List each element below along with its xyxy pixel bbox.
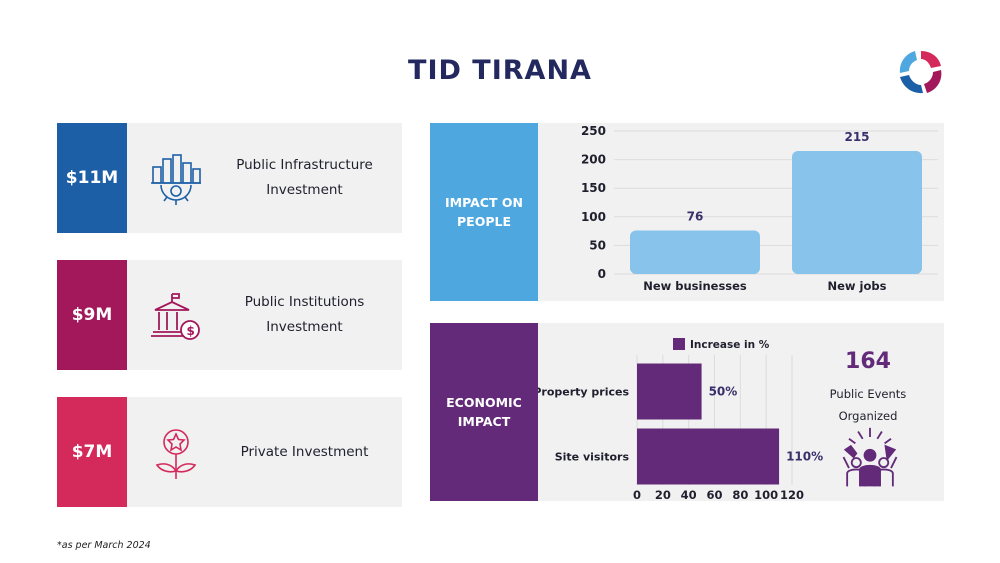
events-count: 164	[845, 349, 891, 374]
footnote: *as per March 2024	[57, 540, 151, 551]
y-category-label: Property prices	[538, 386, 629, 399]
government-building-money-icon: $	[151, 293, 200, 340]
flower-star-icon	[155, 429, 197, 479]
celebrating-crowd-icon	[842, 427, 898, 487]
bar	[792, 151, 922, 274]
events-label: Public Events Organized	[829, 387, 907, 423]
y-tick-label: 150	[581, 181, 606, 195]
x-tick-label: 80	[732, 488, 748, 501]
economic-impact-panel: ECONOMIC IMPACT 0 20 40 60 80 100 120 Increase …	[430, 323, 944, 501]
x-category-label: New jobs	[828, 279, 887, 293]
investment-label: Public Institutions Investment	[244, 294, 365, 335]
investment-card-infrastructure: $11M Public Infrastructure Investment	[57, 123, 402, 233]
investment-card-institutions: $9M $ Public Institutions Investment	[57, 260, 402, 370]
y-tick-label: 250	[581, 124, 606, 138]
x-tick-label: 120	[780, 488, 804, 501]
investment-amount: $11M	[57, 123, 127, 233]
city-gear-icon	[151, 154, 201, 205]
y-category-label: Site visitors	[555, 451, 630, 464]
investment-amount: $7M	[57, 397, 127, 507]
data-label: 110%	[786, 450, 823, 464]
y-tick-label: 200	[581, 153, 606, 167]
impact-people-label: IMPACT ON PEOPLE	[430, 123, 538, 301]
x-tick-label: 20	[655, 488, 671, 501]
y-tick-label: 100	[581, 210, 606, 224]
brand-logo-icon	[899, 51, 942, 94]
data-label: 50%	[709, 385, 738, 399]
legend-label: Increase in %	[690, 339, 770, 351]
data-label: 76	[687, 210, 704, 224]
x-tick-label: 0	[633, 488, 641, 501]
investment-label: Private Investment	[240, 443, 369, 460]
x-tick-label: 60	[706, 488, 722, 501]
investment-card-private: $7M Private Investment	[57, 397, 402, 507]
investment-amount: $9M	[57, 260, 127, 370]
x-tick-label: 100	[754, 488, 778, 501]
y-tick-label: 0	[598, 267, 606, 281]
page-title: TID TIRANA	[408, 55, 592, 86]
investment-label: Public Infrastructure Investment	[236, 157, 373, 198]
bar	[630, 230, 760, 274]
y-tick-label: 50	[589, 238, 606, 252]
legend-swatch	[673, 338, 685, 350]
x-category-label: New businesses	[643, 279, 747, 293]
economic-impact-chart: 0 20 40 60 80 100 120 Increase in % Property pri…	[538, 338, 823, 501]
impact-people-panel: IMPACT ON PEOPLE 0 50 100 150 200 250 76 New bu…	[430, 123, 944, 301]
bar	[637, 428, 780, 485]
svg-text:$: $	[187, 324, 195, 338]
x-tick-label: 40	[681, 488, 697, 501]
data-label: 215	[844, 130, 869, 144]
bar	[637, 363, 702, 420]
impact-people-chart: 0 50 100 150 200 250 76 New businesses 215 New jo…	[581, 124, 938, 293]
economic-impact-label: ECONOMIC IMPACT	[430, 323, 538, 501]
